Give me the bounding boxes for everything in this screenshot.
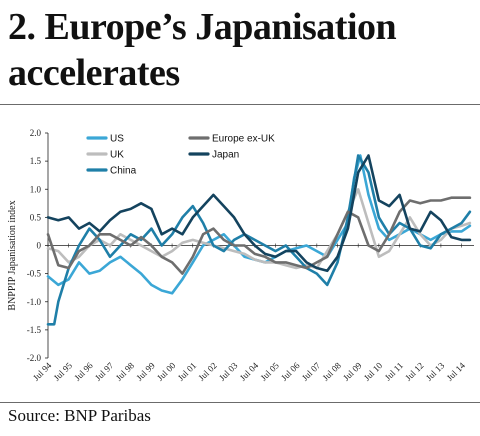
series-line-china bbox=[46, 154, 472, 326]
y-axis-label: BNPPIP Japanisation index bbox=[7, 200, 18, 310]
x-tick-label: Jul 94 bbox=[31, 360, 54, 383]
x-tick-label: Jul 03 bbox=[217, 360, 240, 383]
legend-label-uk: UK bbox=[110, 150, 124, 161]
x-tick-label: Jul 04 bbox=[238, 360, 261, 383]
x-tick-label: Jul 09 bbox=[341, 360, 364, 383]
x-tick-label: Jul 12 bbox=[403, 360, 425, 382]
x-tick-label: Jul 08 bbox=[320, 360, 343, 383]
y-tick-label: 1.0 bbox=[30, 184, 42, 194]
y-tick-label: -2.0 bbox=[27, 353, 42, 363]
x-tick-label: Jul 95 bbox=[52, 360, 75, 383]
x-tick-label: Jul 05 bbox=[258, 360, 281, 383]
chart-series bbox=[46, 154, 472, 326]
y-tick-label: -1.5 bbox=[27, 325, 42, 335]
x-tick-label: Jul 11 bbox=[383, 360, 405, 382]
bottom-rule bbox=[0, 402, 480, 403]
x-tick-label: Jul 01 bbox=[176, 360, 198, 382]
x-tick-label: Jul 98 bbox=[114, 360, 137, 383]
x-tick-label: Jul 02 bbox=[196, 360, 218, 382]
y-tick-label: 0.5 bbox=[30, 212, 42, 222]
x-tick-label: Jul 07 bbox=[300, 360, 323, 383]
y-tick-label: 1.5 bbox=[30, 156, 42, 166]
y-tick-label: -1.0 bbox=[27, 297, 42, 307]
legend-label-europe-ex-uk: Europe ex-UK bbox=[212, 134, 275, 145]
chart-legend: US UK China Europe ex-UK Japan bbox=[86, 134, 275, 177]
legend-label-japan: Japan bbox=[212, 150, 239, 161]
x-tick-label: Jul 96 bbox=[72, 360, 95, 383]
x-tick-label: Jul 13 bbox=[424, 360, 447, 383]
source-note: Source: BNP Paribas bbox=[8, 406, 151, 425]
series-line-europe-ex-uk bbox=[46, 196, 472, 275]
top-rule bbox=[0, 104, 480, 105]
series-line-uk bbox=[46, 188, 472, 270]
x-tick-label: Jul 00 bbox=[155, 360, 178, 383]
x-tick-label: Jul 99 bbox=[134, 360, 157, 383]
y-tick-label: 0 bbox=[37, 241, 42, 251]
y-tick-label: 2.0 bbox=[30, 128, 42, 138]
y-tick-label: -0.5 bbox=[27, 269, 42, 279]
x-tick-label: Jul 10 bbox=[362, 360, 385, 383]
legend-label-china: China bbox=[110, 166, 137, 177]
x-tick-label: Jul 97 bbox=[93, 360, 116, 383]
x-tick-label: Jul 14 bbox=[445, 360, 468, 383]
series-line-japan bbox=[46, 154, 472, 273]
x-tick-label: Jul 06 bbox=[279, 360, 302, 383]
line-chart: 2.0 1.5 1.0 0.5 0 -0.5 -1.0 -1.5 -2.0 BNPPIP Japa… bbox=[7, 128, 474, 383]
legend-label-us: US bbox=[110, 134, 124, 145]
chart-title: 2. Europe’s Japanisation accelerates bbox=[8, 6, 397, 94]
